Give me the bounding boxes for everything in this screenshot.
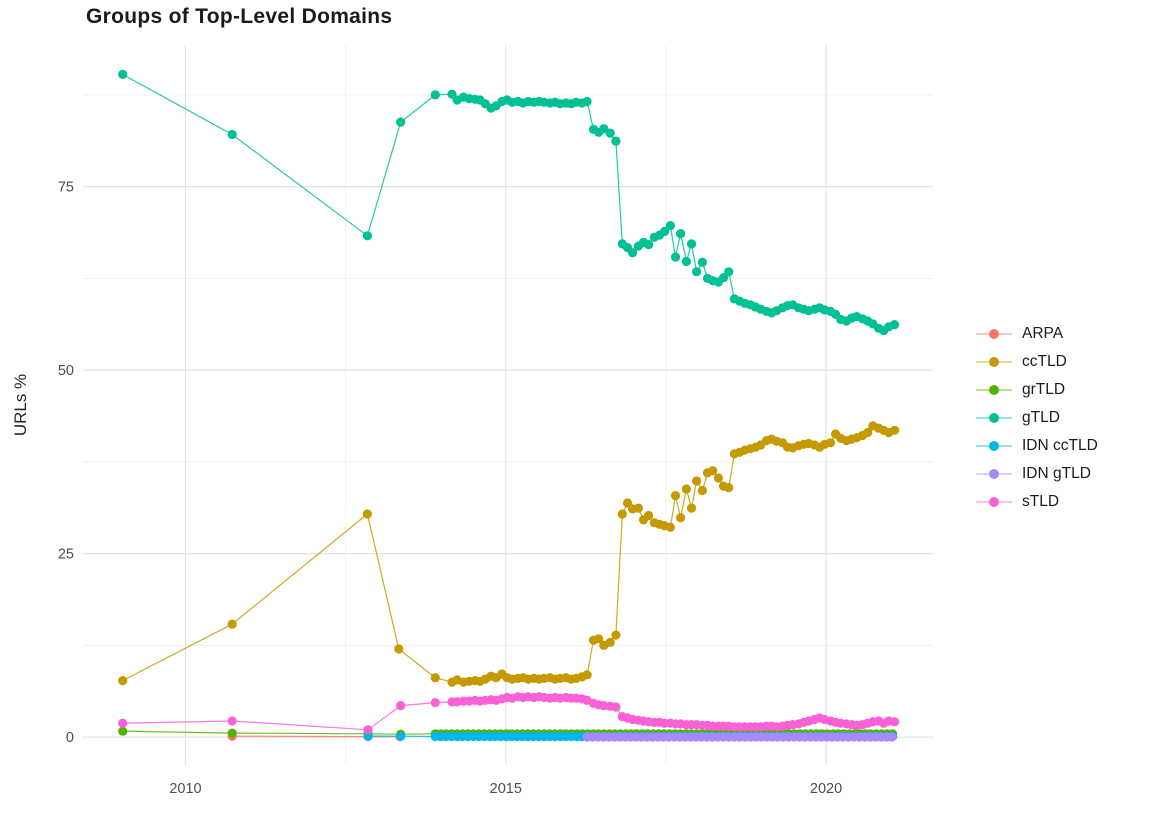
- legend-label: IDN ccTLD: [1022, 437, 1098, 454]
- data-point: [430, 90, 440, 100]
- data-point: [611, 136, 621, 146]
- data-point: [227, 129, 237, 140]
- legend-item: ARPA: [974, 320, 1098, 348]
- data-point: [665, 522, 676, 532]
- data-point: [863, 427, 873, 438]
- data-point: [118, 718, 128, 728]
- data-point: [670, 491, 681, 501]
- legend-item: gTLD: [974, 404, 1098, 432]
- data-point: [692, 476, 702, 486]
- data-point: [396, 117, 406, 127]
- data-point: [611, 702, 621, 712]
- data-point: [681, 484, 692, 494]
- legend-item: grTLD: [974, 376, 1098, 404]
- chart-title: Groups of Top-Level Domains: [86, 5, 393, 28]
- data-point: [644, 240, 654, 250]
- data-point: [118, 676, 128, 686]
- legend-key-icon: [976, 385, 1012, 395]
- x-tick-label: 2015: [490, 781, 522, 797]
- legend-key-icon: [976, 497, 1012, 507]
- series-cctld: [118, 421, 900, 687]
- data-point: [611, 630, 621, 640]
- data-point: [692, 267, 702, 277]
- legend-item: sTLD: [974, 488, 1098, 516]
- data-point: [713, 473, 724, 483]
- series-gtld: [118, 69, 900, 336]
- data-point: [118, 69, 128, 79]
- legend-label: gTLD: [1022, 409, 1060, 426]
- series-idn-gtld: [582, 732, 897, 742]
- legend-item: IDN ccTLD: [974, 432, 1098, 460]
- series-stld: [118, 692, 900, 735]
- data-point: [676, 513, 686, 523]
- data-point: [396, 701, 406, 711]
- legend-item: IDN gTLD: [974, 460, 1098, 488]
- legend-key-icon: [976, 329, 1012, 339]
- data-point: [644, 510, 654, 521]
- data-point: [665, 221, 676, 231]
- y-tick-label: 75: [58, 180, 74, 196]
- legend-label: ccTLD: [1022, 353, 1067, 370]
- data-point: [394, 644, 404, 654]
- legend-key-icon: [976, 441, 1012, 451]
- data-point: [686, 503, 697, 513]
- data-point: [825, 438, 836, 448]
- data-point: [396, 731, 406, 741]
- data-point: [430, 698, 440, 708]
- y-tick-label: 50: [58, 363, 74, 379]
- data-point: [697, 485, 708, 496]
- data-point: [697, 257, 708, 267]
- data-point: [890, 717, 900, 727]
- data-point: [681, 256, 692, 267]
- data-point: [890, 320, 900, 330]
- data-point: [227, 716, 237, 726]
- data-point: [227, 728, 237, 738]
- data-point: [686, 239, 697, 249]
- legend: ARPA ccTLD grTLD gTLD IDN ccTLD IDN gTLD sTLD: [974, 320, 1098, 516]
- data-point: [362, 509, 372, 519]
- data-point: [582, 96, 592, 107]
- data-point: [118, 726, 128, 736]
- data-point: [430, 673, 440, 683]
- x-tick-label: 2010: [169, 781, 201, 797]
- y-tick-label: 25: [58, 547, 74, 563]
- data-point: [724, 483, 734, 493]
- x-tick-label: 2020: [810, 781, 842, 797]
- series-line: [122, 73, 895, 332]
- data-point: [628, 248, 638, 258]
- data-point: [582, 670, 592, 680]
- data-point: [363, 725, 373, 735]
- data-point: [227, 619, 237, 629]
- legend-label: grTLD: [1022, 381, 1066, 398]
- data-point: [724, 267, 734, 277]
- data-point: [718, 273, 729, 283]
- legend-key-icon: [976, 357, 1012, 367]
- y-tick-label: 0: [66, 730, 74, 746]
- data-point: [890, 425, 900, 435]
- data-point: [617, 509, 627, 519]
- data-point: [362, 231, 372, 241]
- legend-label: ARPA: [1022, 325, 1064, 342]
- data-point: [594, 634, 604, 644]
- data-point: [605, 637, 615, 648]
- legend-item: ccTLD: [974, 348, 1098, 376]
- data-point: [708, 466, 718, 476]
- data-point: [670, 252, 681, 262]
- data-point: [599, 124, 609, 134]
- data-point: [887, 732, 897, 742]
- data-point: [633, 503, 644, 513]
- legend-label: sTLD: [1022, 493, 1060, 510]
- legend-label: IDN gTLD: [1022, 465, 1091, 482]
- data-point: [676, 229, 686, 239]
- data-point: [605, 128, 615, 138]
- legend-key-icon: [976, 413, 1012, 423]
- legend-key-icon: [976, 469, 1012, 479]
- data-point: [660, 226, 670, 236]
